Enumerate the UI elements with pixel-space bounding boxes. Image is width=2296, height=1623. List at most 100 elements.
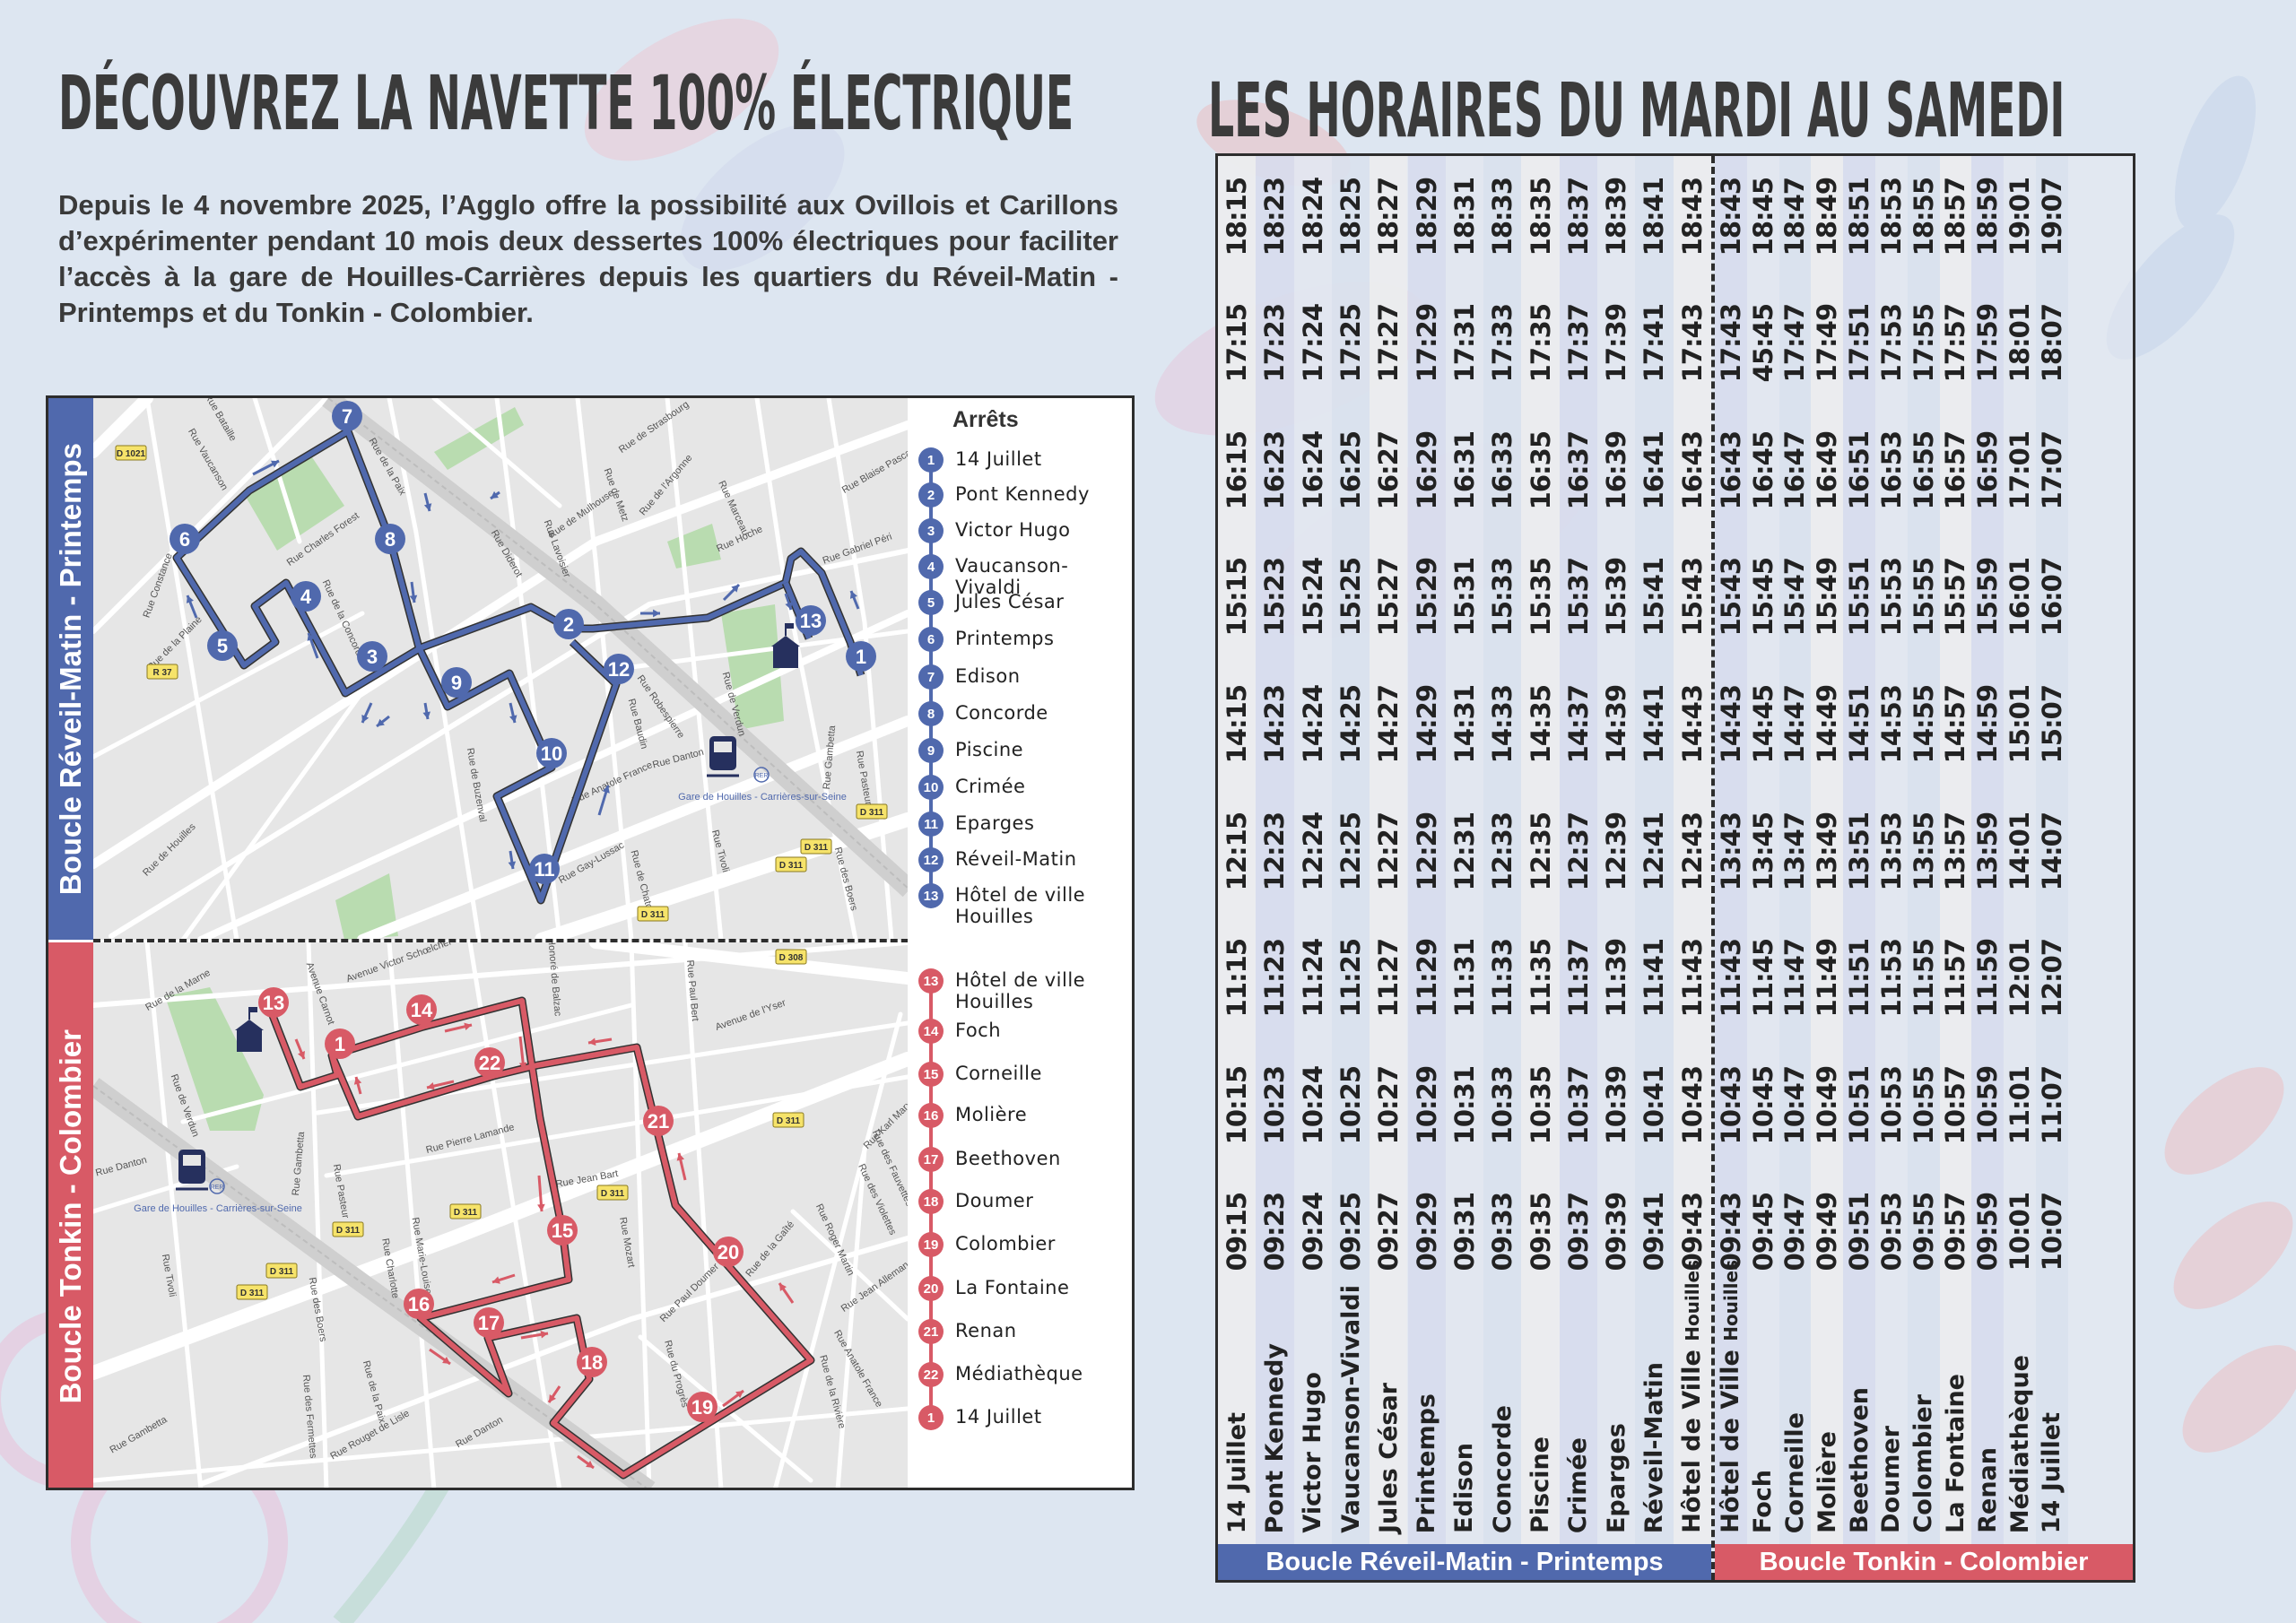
- map-stop-marker[interactable]: 1: [846, 641, 876, 672]
- departure-time: 11:37: [1560, 924, 1597, 1032]
- departure-time: 15:41: [1635, 543, 1673, 651]
- timetable-column: 09:43 10:43 11:43 13:43 14:43 15:43 16:43 17:43…: [1715, 156, 1747, 1544]
- time-text: 11:29: [1411, 939, 1442, 1018]
- time-text: 18:27: [1373, 177, 1405, 256]
- park-area: [165, 987, 264, 1131]
- direction-arrowhead: [549, 1394, 556, 1402]
- time-text: 14:53: [1875, 684, 1907, 764]
- map-stop-number: 15: [552, 1219, 573, 1242]
- stop-name-text: Hôtel de Ville: [1678, 1350, 1707, 1533]
- departure-time: 18:23: [1256, 162, 1293, 270]
- map-stop-number: 16: [408, 1293, 430, 1315]
- stop-name: Hôtel de Ville Houilles: [1715, 1260, 1747, 1533]
- time-text: 11:45: [1747, 939, 1779, 1018]
- time-text: 09:33: [1487, 1193, 1518, 1271]
- time-text: 14:51: [1844, 684, 1875, 764]
- departure-time: 17:31: [1446, 290, 1483, 397]
- train-station-icon: [707, 736, 739, 777]
- map-stop-marker[interactable]: 1: [325, 1028, 355, 1059]
- time-text: 11:15: [1222, 939, 1253, 1018]
- time-text: 09:55: [1908, 1193, 1939, 1271]
- map-stop-marker[interactable]: 9: [441, 667, 472, 698]
- timetable-column: 10:07 11:07 12:07 14:07 15:07 16:07 17:07 18:07…: [2036, 156, 2068, 1544]
- time-text: 11:35: [1525, 939, 1556, 1018]
- map-stop-marker[interactable]: 13: [258, 987, 289, 1018]
- stop-name-text: Réveil-Matin: [1639, 1361, 1668, 1533]
- stop-name: Eparges: [1597, 1423, 1635, 1533]
- departure-time: 15:37: [1560, 543, 1597, 651]
- stop-name: Beethoven: [1843, 1387, 1875, 1533]
- map-stop-marker[interactable]: 16: [404, 1289, 434, 1319]
- time-text: 15:51: [1844, 558, 1875, 637]
- departure-time: 10:25: [1332, 1051, 1370, 1159]
- departure-time: 14:51: [1843, 671, 1875, 778]
- map-stop-marker[interactable]: 19: [687, 1392, 718, 1422]
- time-text: 15:01: [2005, 684, 2036, 764]
- stop-label: Concorde: [955, 702, 1048, 724]
- direction-arrowhead: [422, 711, 430, 719]
- map-stop-marker[interactable]: 17: [474, 1307, 504, 1338]
- time-text: 14:55: [1908, 684, 1939, 764]
- street: [629, 942, 652, 1488]
- map-stop-marker[interactable]: 7: [332, 401, 362, 431]
- map-stop-marker[interactable]: 22: [474, 1047, 505, 1078]
- map-stop-marker[interactable]: 18: [577, 1347, 607, 1377]
- departure-time: 10:33: [1483, 1051, 1521, 1159]
- departure-time: 14:41: [1635, 671, 1673, 778]
- time-text: 09:29: [1411, 1193, 1442, 1271]
- time-text: 13:47: [1779, 812, 1811, 890]
- departure-time: 15:43: [1715, 543, 1747, 651]
- stop-name-text: Doumer: [1877, 1426, 1906, 1533]
- map-stop-marker[interactable]: 21: [643, 1106, 674, 1136]
- street: [144, 942, 204, 1488]
- departure-time: 14:24: [1294, 671, 1332, 778]
- time-text: 17:01: [2005, 430, 2036, 510]
- time-text: 16:33: [1487, 430, 1518, 510]
- legend-stop: 12 Réveil-Matin: [918, 847, 1126, 872]
- stop-name: Crimée: [1560, 1437, 1597, 1533]
- time-text: 09:27: [1373, 1193, 1405, 1271]
- map-stop-marker[interactable]: 8: [375, 524, 405, 554]
- time-text: 17:23: [1259, 304, 1291, 383]
- time-text: 12:37: [1562, 812, 1594, 890]
- time-text: 09:25: [1335, 1193, 1367, 1271]
- road-number-badge: [332, 1221, 364, 1237]
- town-hall-icon: [235, 1007, 264, 1052]
- time-text: 09:39: [1601, 1193, 1632, 1271]
- map-stop-marker[interactable]: 15: [547, 1215, 578, 1245]
- stop-name: Molière: [1811, 1431, 1843, 1533]
- map-stop-marker[interactable]: 14: [406, 994, 437, 1025]
- map-stop-marker[interactable]: 4: [291, 581, 321, 612]
- road-number-text: D 311: [779, 861, 804, 871]
- street: [93, 942, 908, 1008]
- departure-time: 12:39: [1597, 797, 1635, 905]
- departure-time: 15:01: [2004, 671, 2036, 778]
- map-stop-marker[interactable]: 6: [170, 524, 200, 554]
- time-text: 17:24: [1297, 304, 1328, 383]
- departure-time: 15:51: [1843, 543, 1875, 651]
- map-stop-marker[interactable]: 2: [553, 609, 584, 639]
- departure-time: 14:43: [1715, 671, 1747, 778]
- map-stop-marker[interactable]: 10: [536, 738, 567, 768]
- departure-time: 15:53: [1875, 543, 1908, 651]
- map-stop-marker[interactable]: 11: [529, 854, 560, 884]
- map-stop-marker[interactable]: 12: [604, 654, 634, 684]
- time-text: 16:25: [1335, 430, 1367, 510]
- legend-stop: 7 Edison: [918, 664, 1126, 690]
- departure-time: 10:37: [1560, 1051, 1597, 1159]
- departure-time: 15:49: [1811, 543, 1843, 651]
- map-stop-marker[interactable]: 20: [713, 1237, 744, 1267]
- train-station-icon: [176, 1150, 208, 1191]
- time-text: 09:45: [1747, 1193, 1779, 1271]
- map-stop-marker[interactable]: 3: [357, 641, 387, 672]
- map-stop-marker[interactable]: 13: [796, 605, 826, 636]
- time-text: 12:15: [1222, 812, 1253, 890]
- stop-name: Corneille: [1779, 1412, 1812, 1533]
- time-text: 13:45: [1747, 812, 1779, 890]
- street: [835, 1146, 867, 1488]
- map-stop-marker[interactable]: 5: [207, 630, 238, 661]
- time-text: 10:01: [2005, 1193, 2036, 1271]
- departure-time: 14:39: [1597, 671, 1635, 778]
- departure-time: 09:31: [1446, 1178, 1483, 1286]
- stop-label: Hôtel de ville Houilles: [955, 884, 1086, 927]
